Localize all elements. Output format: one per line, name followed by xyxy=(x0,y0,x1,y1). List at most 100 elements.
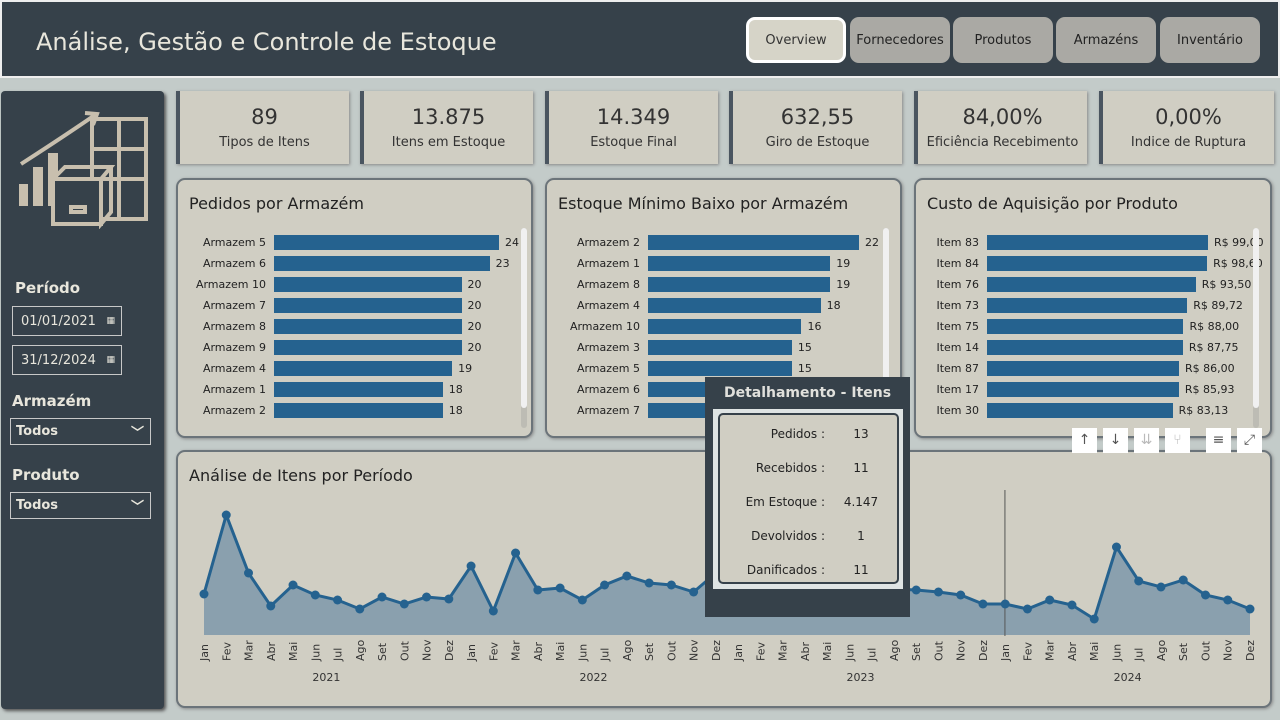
bar[interactable] xyxy=(274,256,490,271)
bar-row[interactable]: Armazem 1 19 xyxy=(555,256,850,271)
data-point[interactable] xyxy=(911,585,921,595)
data-point[interactable] xyxy=(244,568,254,578)
bar[interactable] xyxy=(987,403,1173,418)
data-point[interactable] xyxy=(644,578,654,588)
data-point[interactable] xyxy=(577,595,587,605)
bar-row[interactable]: Armazem 8 20 xyxy=(186,319,482,334)
bar[interactable] xyxy=(987,361,1179,376)
tab-fornecedores[interactable]: Fornecedores xyxy=(850,17,950,63)
bar-row[interactable]: Armazem 5 15 xyxy=(555,361,812,376)
data-point[interactable] xyxy=(956,590,966,600)
data-point[interactable] xyxy=(199,589,209,599)
bar[interactable] xyxy=(648,298,821,313)
bar[interactable] xyxy=(648,256,831,271)
bar-row[interactable]: Item 83 R$ 99,00 xyxy=(924,235,1264,250)
data-point[interactable] xyxy=(1245,604,1255,614)
bar-row[interactable]: Armazem 8 19 xyxy=(555,277,850,292)
bar[interactable] xyxy=(274,235,499,250)
data-point[interactable] xyxy=(221,510,231,520)
bar[interactable] xyxy=(987,235,1208,250)
data-point[interactable] xyxy=(1022,604,1032,614)
bar-row[interactable]: Armazem 10 16 xyxy=(555,319,821,334)
bar-row[interactable]: Item 76 R$ 93,50 xyxy=(924,277,1251,292)
data-point[interactable] xyxy=(511,548,521,558)
data-point[interactable] xyxy=(488,606,498,616)
scrollbar[interactable] xyxy=(1253,228,1259,428)
data-point[interactable] xyxy=(933,587,943,597)
bar-row[interactable]: Item 30 R$ 83,13 xyxy=(924,403,1228,418)
bar[interactable] xyxy=(648,361,792,376)
data-point[interactable] xyxy=(266,601,276,611)
bar[interactable] xyxy=(648,319,802,334)
tab-inventario[interactable]: Inventário xyxy=(1160,17,1260,63)
bar-row[interactable]: Item 17 R$ 85,93 xyxy=(924,382,1234,397)
bar-row[interactable]: Item 14 R$ 87,75 xyxy=(924,340,1239,355)
tab-armazens[interactable]: Armazéns xyxy=(1056,17,1156,63)
start-date-input[interactable]: 01/01/2021 ▦ xyxy=(12,306,122,336)
focus-mode-icon[interactable]: ⤢ xyxy=(1237,428,1262,453)
calendar-icon[interactable]: ▦ xyxy=(106,316,115,326)
data-point[interactable] xyxy=(355,604,365,614)
bar[interactable] xyxy=(648,277,831,292)
bar-row[interactable]: Item 75 R$ 88,00 xyxy=(924,319,1239,334)
bar[interactable] xyxy=(274,277,462,292)
bar-row[interactable]: Armazem 2 22 xyxy=(555,235,879,250)
bar-row[interactable]: Armazem 6 23 xyxy=(186,256,510,271)
data-point[interactable] xyxy=(1134,576,1144,586)
sort-down-icon[interactable]: ↓ xyxy=(1103,428,1128,453)
tab-overview[interactable]: Overview xyxy=(746,17,846,63)
bar[interactable] xyxy=(274,361,453,376)
data-point[interactable] xyxy=(310,590,320,600)
bar[interactable] xyxy=(274,340,462,355)
bar[interactable] xyxy=(274,298,462,313)
data-point[interactable] xyxy=(377,592,387,602)
bar[interactable] xyxy=(274,382,443,397)
data-point[interactable] xyxy=(666,580,676,590)
data-point[interactable] xyxy=(444,594,454,604)
calendar-icon[interactable]: ▦ xyxy=(106,355,115,365)
data-point[interactable] xyxy=(1089,614,1099,624)
bar-row[interactable]: Item 87 R$ 86,00 xyxy=(924,361,1235,376)
bar[interactable] xyxy=(274,319,462,334)
data-point[interactable] xyxy=(978,599,988,609)
filter-icon[interactable]: ≡ xyxy=(1206,428,1231,453)
produto-dropdown[interactable]: Todos ﹀ xyxy=(10,492,151,519)
bar-row[interactable]: Item 84 R$ 98,60 xyxy=(924,256,1263,271)
bar[interactable] xyxy=(987,382,1179,397)
bar[interactable] xyxy=(987,298,1188,313)
tab-produtos[interactable]: Produtos xyxy=(953,17,1053,63)
bar[interactable] xyxy=(987,277,1196,292)
bar-row[interactable]: Armazem 3 15 xyxy=(555,340,812,355)
data-point[interactable] xyxy=(1200,590,1210,600)
data-point[interactable] xyxy=(422,592,432,602)
data-point[interactable] xyxy=(622,571,632,581)
bar[interactable] xyxy=(648,235,859,250)
drill-icon[interactable]: ⑂ xyxy=(1165,428,1190,453)
data-point[interactable] xyxy=(466,561,476,571)
data-point[interactable] xyxy=(533,585,543,595)
data-point[interactable] xyxy=(555,583,565,593)
bar-row[interactable]: Armazem 7 20 xyxy=(186,298,482,313)
data-point[interactable] xyxy=(1223,595,1233,605)
bar-row[interactable]: Armazem 5 24 xyxy=(186,235,519,250)
bar-row[interactable]: Armazem 4 18 xyxy=(555,298,841,313)
data-point[interactable] xyxy=(1111,542,1121,552)
expand-all-icon[interactable]: ⇊ xyxy=(1134,428,1159,453)
sort-up-icon[interactable]: ↑ xyxy=(1072,428,1097,453)
end-date-input[interactable]: 31/12/2024 ▦ xyxy=(12,345,122,375)
armazem-dropdown[interactable]: Todos ﹀ xyxy=(10,418,151,445)
bar[interactable] xyxy=(274,403,443,418)
data-point[interactable] xyxy=(1156,582,1166,592)
bar-row[interactable]: Item 73 R$ 89,72 xyxy=(924,298,1243,313)
data-point[interactable] xyxy=(600,580,610,590)
bar[interactable] xyxy=(987,319,1184,334)
data-point[interactable] xyxy=(689,587,699,597)
data-point[interactable] xyxy=(1067,600,1077,610)
data-point[interactable] xyxy=(1178,575,1188,585)
bar[interactable] xyxy=(987,256,1208,271)
bar-row[interactable]: Armazem 1 18 xyxy=(186,382,463,397)
scrollbar[interactable] xyxy=(521,228,527,428)
bar[interactable] xyxy=(648,340,792,355)
bar-row[interactable]: Armazem 2 18 xyxy=(186,403,463,418)
